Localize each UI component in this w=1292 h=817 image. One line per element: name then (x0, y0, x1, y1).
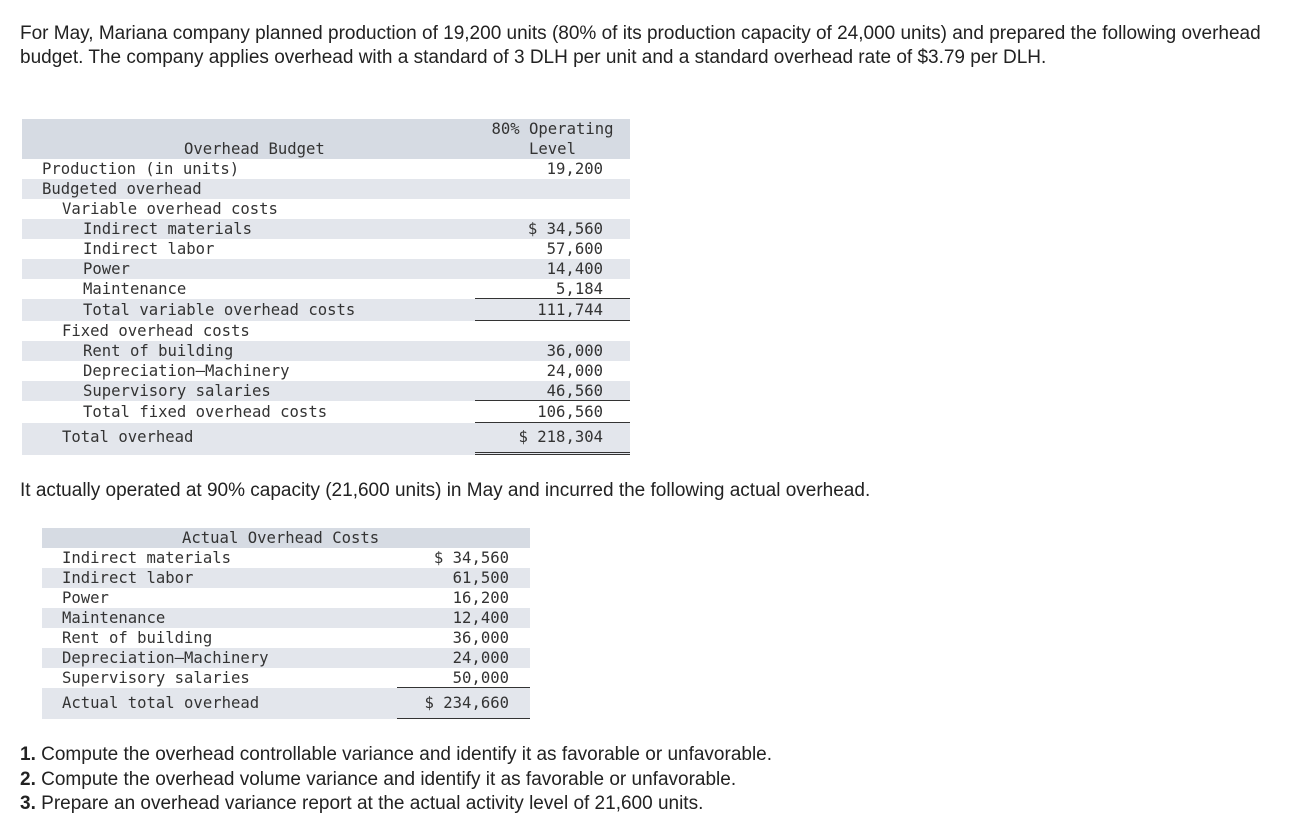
row: Budgeted overhead (22, 179, 630, 199)
question-text: Compute the overhead volume variance and… (41, 768, 737, 790)
intro: For May, Mariana company planned product… (20, 23, 1261, 68)
value: 24,000 (546, 362, 603, 380)
label: Fixed overhead costs (62, 322, 250, 340)
row: Total overhead $ 218,304 (22, 423, 630, 455)
row: Indirect materials $ 34,560 (42, 548, 530, 568)
label: Power (62, 589, 109, 607)
value: $ 218,304 (475, 423, 630, 455)
row: Power 14,400 (22, 259, 630, 279)
actual-table: Actual Overhead Costs Indirect materials… (42, 528, 530, 722)
label: Rent of building (83, 342, 234, 360)
value: 61,500 (452, 569, 509, 587)
questions: 1. Compute the overhead controllable var… (20, 743, 772, 817)
row: Depreciation—Machinery 24,000 (42, 648, 530, 668)
row: Maintenance 12,400 (42, 608, 530, 628)
value: 14,400 (546, 260, 603, 278)
value: $ 34,560 (433, 549, 509, 567)
value: 24,000 (452, 649, 509, 667)
label: Rent of building (62, 629, 213, 647)
budget-table: Overhead Budget 80% Operating Level Prod… (22, 119, 630, 459)
value: 19,200 (546, 160, 603, 178)
value: 16,200 (452, 589, 509, 607)
row: Supervisory salaries 50,000 (42, 668, 530, 688)
row: Rent of building 36,000 (42, 628, 530, 648)
label: Indirect labor (83, 240, 215, 258)
row: Rent of building 36,000 (22, 341, 630, 361)
question: 2. Compute the overhead volume variance … (20, 768, 772, 793)
value: 5,184 (475, 279, 630, 299)
label: Depreciation—Machinery (83, 362, 290, 380)
row: Indirect labor 57,600 (22, 239, 630, 259)
question-number: 2. (20, 768, 36, 790)
label: Indirect materials (62, 549, 231, 567)
row: Production (in units) 19,200 (22, 159, 630, 179)
label: Production (in units) (42, 160, 240, 178)
label: Total variable overhead costs (83, 301, 356, 319)
row: Actual total overhead $ 234,660 (42, 688, 530, 719)
header-row: Actual Overhead Costs (42, 528, 530, 548)
label: Total overhead (62, 428, 194, 446)
question: 1. Compute the overhead controllable var… (20, 743, 772, 768)
label: Depreciation—Machinery (62, 649, 269, 667)
value: $ 234,660 (397, 688, 530, 719)
question-number: 3. (20, 793, 36, 814)
value: 57,600 (546, 240, 603, 258)
row: Depreciation—Machinery 24,000 (22, 361, 630, 381)
question: 3. Prepare an overhead variance report a… (20, 792, 772, 817)
row: Indirect labor 61,500 (42, 568, 530, 588)
actual-intro: It actually operated at 90% capacity (21… (20, 480, 871, 501)
value: 106,560 (475, 401, 630, 423)
question-number: 1. (20, 744, 36, 765)
value: 12,400 (452, 609, 509, 627)
label: Variable overhead costs (62, 200, 278, 218)
label: Supervisory salaries (83, 382, 271, 400)
label: Actual total overhead (62, 694, 260, 712)
row: Maintenance 5,184 (22, 279, 630, 299)
row: Total variable overhead costs 111,744 (22, 299, 630, 321)
column-header: 80% Operating Level (491, 120, 614, 158)
value: 36,000 (546, 342, 603, 360)
value: 50,000 (397, 668, 530, 688)
question-text: Prepare an overhead variance report at t… (41, 793, 704, 814)
header-row: Overhead Budget 80% Operating Level (22, 119, 630, 159)
table-title: Overhead Budget (184, 140, 325, 158)
row: Power 16,200 (42, 588, 530, 608)
label: Maintenance (83, 280, 187, 298)
question-text: Compute the overhead controllable varian… (41, 744, 773, 765)
value: 111,744 (475, 299, 630, 321)
row: Variable overhead costs (22, 199, 630, 219)
row: Indirect materials $ 34,560 (22, 219, 630, 239)
label: Indirect labor (62, 569, 194, 587)
table-title: Actual Overhead Costs (182, 529, 380, 547)
label: Supervisory salaries (62, 669, 250, 687)
label: Maintenance (62, 609, 166, 627)
row: Total fixed overhead costs 106,560 (22, 401, 630, 423)
value: 36,000 (452, 629, 509, 647)
value: 46,560 (475, 381, 630, 401)
label: Indirect materials (83, 220, 252, 238)
label: Power (83, 260, 130, 278)
value: $ 34,560 (527, 220, 603, 238)
row: Supervisory salaries 46,560 (22, 381, 630, 401)
row: Fixed overhead costs (22, 321, 630, 341)
label: Total fixed overhead costs (83, 403, 328, 421)
label: Budgeted overhead (42, 180, 202, 198)
